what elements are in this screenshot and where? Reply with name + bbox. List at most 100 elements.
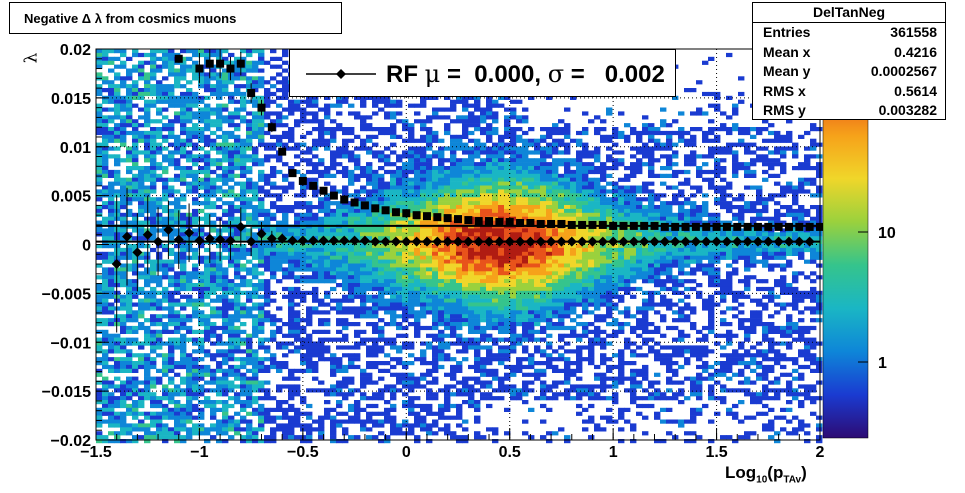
square-point bbox=[464, 216, 472, 224]
square-point bbox=[402, 209, 410, 217]
stats-row: Entries 361558 bbox=[753, 23, 945, 43]
z-tick-label: 1 bbox=[878, 355, 887, 372]
y-tick-label: 0.02 bbox=[60, 42, 91, 59]
square-point bbox=[268, 123, 276, 131]
legend-mu-value: = 0.000, bbox=[440, 61, 547, 88]
square-point bbox=[775, 223, 783, 231]
square-point bbox=[733, 223, 741, 231]
square-point bbox=[299, 177, 307, 185]
square-point bbox=[361, 201, 369, 209]
x-axis-label-sub2: TAv bbox=[783, 474, 801, 485]
square-point bbox=[537, 220, 545, 228]
y-tick-label: −0.015 bbox=[42, 384, 91, 401]
x-axis-label-main: Log bbox=[725, 463, 756, 482]
square-point bbox=[692, 223, 700, 231]
stats-label: RMS x bbox=[763, 82, 806, 102]
x-tick-label: 0.5 bbox=[499, 444, 521, 461]
legend: RF μ = 0.000, σ = 0.002 bbox=[289, 49, 676, 97]
legend-marker-icon bbox=[290, 50, 386, 98]
stats-row: RMS y 0.003282 bbox=[753, 101, 945, 121]
stats-label: Mean y bbox=[763, 62, 810, 82]
square-point bbox=[516, 219, 524, 227]
stats-value: 0.5614 bbox=[894, 82, 937, 102]
square-point bbox=[609, 222, 617, 230]
square-point bbox=[661, 223, 669, 231]
y-tick-label: 0.015 bbox=[51, 91, 91, 108]
stats-title: DelTanNeg bbox=[753, 3, 945, 23]
legend-sigma: σ bbox=[548, 60, 564, 88]
stats-value: 0.0002567 bbox=[871, 62, 937, 82]
square-point bbox=[392, 208, 400, 216]
stats-label: Entries bbox=[763, 23, 810, 43]
square-point bbox=[795, 223, 803, 231]
square-point bbox=[340, 196, 348, 204]
legend-prefix: RF bbox=[386, 61, 425, 88]
square-point bbox=[702, 223, 710, 231]
square-point bbox=[713, 223, 721, 231]
legend-sigma-value: = 0.002 bbox=[564, 61, 665, 88]
square-point bbox=[413, 211, 421, 219]
x-tick-label: 1 bbox=[609, 444, 618, 461]
square-point bbox=[175, 55, 183, 63]
square-point bbox=[216, 60, 224, 68]
stats-row: Mean y 0.0002567 bbox=[753, 62, 945, 82]
x-axis-label-end: ) bbox=[801, 463, 807, 482]
y-tick-label: −0.02 bbox=[51, 433, 92, 450]
square-point bbox=[320, 187, 328, 195]
y-tick-label: 0.01 bbox=[60, 140, 91, 157]
square-point bbox=[754, 223, 762, 231]
square-point bbox=[454, 215, 462, 223]
x-axis-label-sub1: 10 bbox=[756, 474, 767, 485]
square-point bbox=[630, 222, 638, 230]
square-point bbox=[785, 223, 793, 231]
stats-row: RMS x 0.5614 bbox=[753, 82, 945, 102]
square-point bbox=[568, 221, 576, 229]
square-point bbox=[206, 60, 214, 68]
y-tick-label: 0.005 bbox=[51, 189, 91, 206]
square-point bbox=[433, 213, 441, 221]
square-point bbox=[382, 206, 390, 214]
square-point bbox=[495, 218, 503, 226]
square-point bbox=[588, 221, 596, 229]
square-point bbox=[599, 221, 607, 229]
z-tick-label: 10 bbox=[878, 225, 896, 242]
stats-value: 0.003282 bbox=[879, 101, 937, 121]
square-point bbox=[257, 104, 265, 112]
chart-title: Negative Δ λ from cosmics muons bbox=[9, 2, 342, 34]
y-axis-label: λ bbox=[21, 53, 41, 64]
square-point bbox=[289, 169, 297, 177]
square-point bbox=[723, 223, 731, 231]
square-point bbox=[330, 192, 338, 200]
square-point bbox=[578, 221, 586, 229]
legend-mu: μ bbox=[425, 60, 441, 88]
square-point bbox=[475, 217, 483, 225]
square-point bbox=[651, 222, 659, 230]
x-tick-label: 2 bbox=[816, 444, 825, 461]
square-point bbox=[444, 214, 452, 222]
y-tick-label: 0 bbox=[82, 238, 91, 255]
legend-entry: RF μ = 0.000, σ = 0.002 bbox=[386, 50, 665, 98]
x-tick-label: 1.5 bbox=[705, 444, 727, 461]
square-point bbox=[640, 222, 648, 230]
x-axis-label: Log10(pTAv) bbox=[725, 463, 807, 485]
square-point bbox=[371, 204, 379, 212]
square-point bbox=[619, 222, 627, 230]
heatmap-cells bbox=[96, 49, 822, 443]
square-point bbox=[226, 65, 234, 73]
square-point bbox=[526, 219, 534, 227]
stats-value: 361558 bbox=[890, 23, 937, 43]
square-point bbox=[195, 65, 203, 73]
stats-label: RMS y bbox=[763, 101, 806, 121]
square-point bbox=[278, 148, 286, 156]
square-point bbox=[671, 223, 679, 231]
square-point bbox=[247, 89, 255, 97]
square-point bbox=[423, 212, 431, 220]
y-tick-label: −0.005 bbox=[42, 286, 91, 303]
square-point bbox=[547, 220, 555, 228]
square-point bbox=[764, 223, 772, 231]
square-point bbox=[806, 223, 814, 231]
square-point bbox=[309, 182, 317, 190]
square-point bbox=[557, 220, 565, 228]
